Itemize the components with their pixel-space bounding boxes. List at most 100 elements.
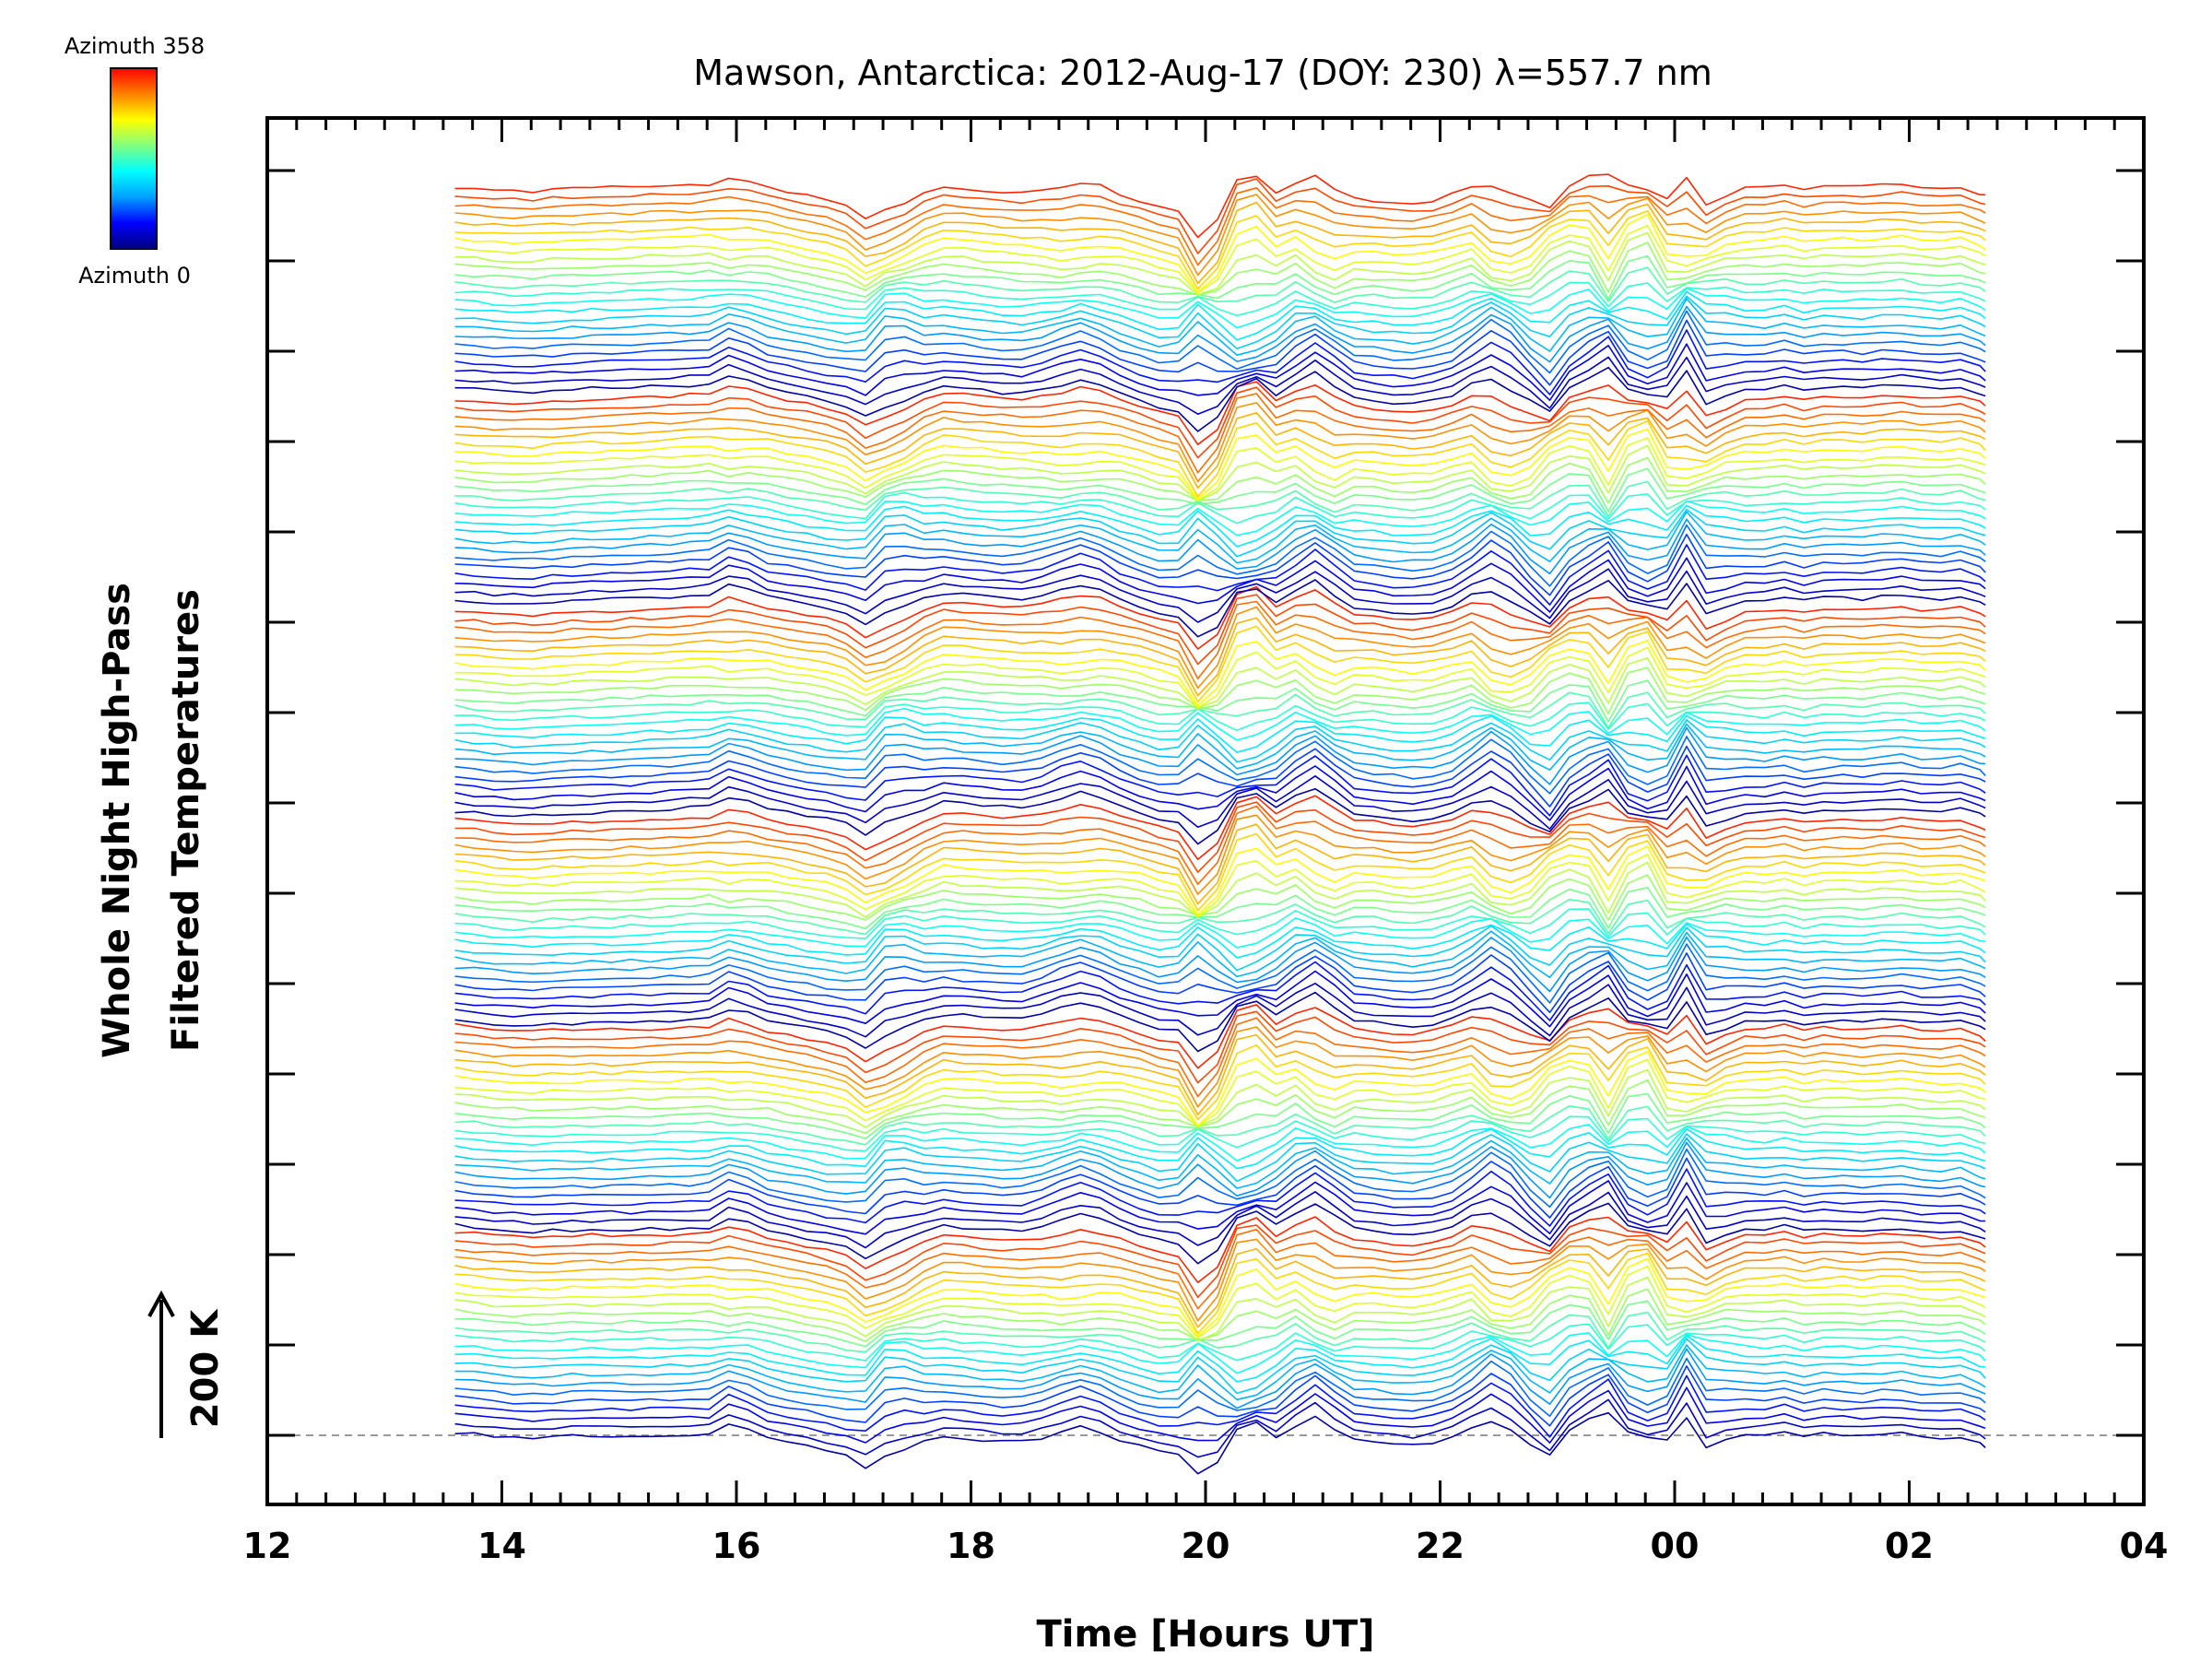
series-line (454, 319, 1986, 386)
series-line (454, 1344, 1986, 1401)
series-line (454, 823, 1986, 905)
series-line (454, 691, 1986, 729)
series-line (454, 187, 1986, 266)
series-line (454, 1228, 1986, 1310)
series-line (454, 625, 1986, 703)
series-line (454, 254, 1986, 301)
series-line (454, 1335, 1986, 1383)
series-line (454, 467, 1986, 513)
series-line (454, 1332, 1986, 1374)
series-line (454, 310, 1986, 374)
series-line (454, 1238, 1986, 1322)
series-line (454, 600, 1986, 680)
series-line (454, 656, 1986, 709)
series-line (454, 386, 1986, 459)
series-line (454, 991, 1986, 1053)
series-line (454, 511, 1986, 564)
series-line (454, 1105, 1986, 1146)
series-line (454, 1148, 1986, 1209)
series-line (454, 1068, 1986, 1128)
x-tick-label: 04 (2120, 1526, 2169, 1566)
series-line (454, 1357, 1986, 1417)
series-line (454, 210, 1986, 290)
x-tick-label: 22 (1416, 1526, 1465, 1566)
series-line (454, 774, 1986, 831)
series-line (454, 1386, 1986, 1444)
x-tick-label: 18 (947, 1526, 995, 1566)
series-line (454, 1338, 1986, 1395)
x-tick-label: 14 (477, 1526, 526, 1566)
series-line (454, 961, 1986, 1021)
series-line (454, 491, 1986, 525)
scale-label: 200 K (184, 1308, 227, 1428)
series-line (454, 295, 1986, 350)
series-line (454, 366, 1986, 432)
series-line (454, 1050, 1986, 1126)
series-line (454, 983, 1986, 1038)
series-line (454, 1252, 1986, 1335)
series-line (454, 356, 1986, 416)
series-line (454, 201, 1986, 285)
series-line (454, 194, 1986, 277)
series-line (454, 801, 1986, 874)
series-line (454, 444, 1986, 502)
colorbar-gradient (110, 67, 158, 250)
series-line (454, 1398, 1986, 1458)
series-line (454, 925, 1986, 972)
series-line (454, 1247, 1986, 1328)
series-line (454, 305, 1986, 363)
series-line (454, 508, 1986, 558)
series-line (454, 640, 1986, 707)
y-axis-label-line1: Whole Night High-Pass (96, 583, 138, 1058)
colorbar-bottom-label: Azimuth 0 (78, 263, 191, 289)
series-line (454, 178, 1986, 254)
series-layer (267, 173, 2144, 1475)
series-line (454, 428, 1986, 501)
series-line (454, 266, 1986, 303)
series-line (454, 1191, 1986, 1249)
series-line (454, 1257, 1986, 1338)
series-line (454, 411, 1986, 489)
chart-title: Mawson, Antarctica: 2012-Aug-17 (DOY: 23… (693, 53, 1712, 93)
series-line (454, 568, 1986, 623)
series-line (454, 719, 1986, 763)
series-line (454, 886, 1986, 930)
series-line (454, 1348, 1986, 1409)
series-line (454, 1058, 1986, 1127)
series-line (454, 281, 1986, 317)
series-line (454, 393, 1986, 474)
axes-layer: 12 14 16 18 20 22 00 02 04 (243, 116, 2169, 1566)
series-line (454, 402, 1986, 483)
series-line (454, 861, 1986, 918)
series-line (454, 702, 1986, 732)
series-line (454, 533, 1986, 596)
series-line (454, 617, 1986, 697)
series-line (454, 606, 1986, 690)
series-line (454, 970, 1986, 1028)
series-line (454, 524, 1986, 587)
series-line (454, 943, 1986, 1004)
series-line (454, 504, 1986, 548)
series-line (454, 805, 1986, 886)
series-line (454, 745, 1986, 808)
series-line (454, 585, 1986, 650)
series-line (454, 1115, 1986, 1152)
series-line (454, 594, 1986, 666)
series-line (454, 666, 1986, 715)
series-line (454, 1079, 1986, 1135)
series-line (454, 1265, 1986, 1339)
series-line (454, 1004, 1986, 1069)
series-line (454, 579, 1986, 638)
series-line (454, 287, 1986, 329)
series-line (454, 765, 1986, 821)
series-line (454, 646, 1986, 709)
series-line (454, 1026, 1986, 1108)
series-line (454, 930, 1986, 979)
series-line (454, 1141, 1986, 1199)
series-line (454, 1224, 1986, 1299)
series-line (454, 1033, 1986, 1115)
series-line (454, 290, 1986, 341)
series-line (454, 898, 1986, 936)
series-line (454, 298, 1986, 357)
